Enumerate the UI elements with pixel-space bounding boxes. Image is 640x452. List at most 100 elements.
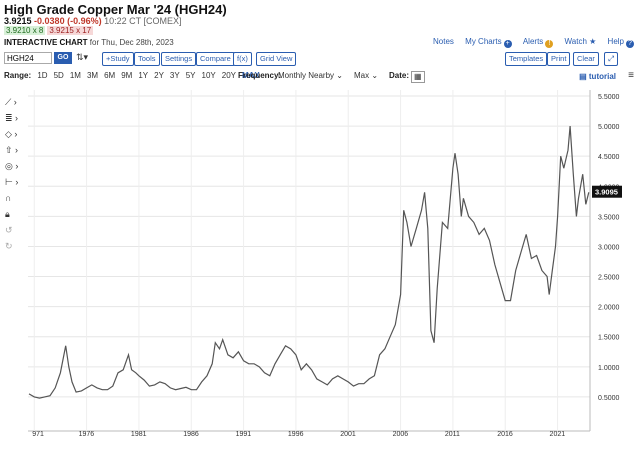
- templates-button[interactable]: Templates: [505, 52, 548, 66]
- range-option-2y[interactable]: 2Y: [154, 71, 164, 80]
- symbol-compare-icon[interactable]: ⇅▾: [76, 52, 89, 62]
- tutorial-link[interactable]: ▤ tutorial: [579, 72, 616, 81]
- y-tick-label: 3.0000: [598, 244, 620, 251]
- chevron-down-icon: ⌄: [371, 71, 379, 80]
- fx-button[interactable]: f(x): [233, 52, 252, 66]
- range-bar: Range: 1D 5D 1M 3M 6M 9M 1Y 2Y 3Y 5Y 10Y 20Y MAX Fre…: [4, 71, 564, 83]
- symbol-input[interactable]: [4, 52, 52, 64]
- price-change: -0.0380 (-0.96%): [34, 16, 102, 26]
- x-tick-label: 1976: [79, 431, 95, 438]
- x-tick-label: 2006: [393, 431, 409, 438]
- tools-button[interactable]: Tools: [134, 52, 160, 66]
- my-charts-link[interactable]: My Charts +: [465, 37, 512, 48]
- gear-tool-icon[interactable]: ◎ ›: [5, 161, 19, 171]
- help-label: Help: [607, 37, 624, 46]
- price-line: [28, 126, 590, 399]
- y-tick-label: 3.5000: [598, 214, 620, 221]
- range-label: Range:: [4, 71, 32, 80]
- y-tick-label: 1.0000: [598, 365, 620, 372]
- frequency-select[interactable]: Monthly Nearby ⌄: [278, 71, 343, 80]
- undo-icon[interactable]: ↺: [5, 225, 13, 235]
- range-option-3y[interactable]: 3Y: [169, 71, 180, 80]
- settings-button[interactable]: Settings: [161, 52, 197, 66]
- interactive-chart-label: INTERACTIVE CHART: [4, 38, 88, 47]
- shape-icon[interactable]: ◇ ›: [5, 129, 18, 139]
- x-tick-label: 1981: [131, 431, 147, 438]
- fibonacci-icon[interactable]: ≣ ›: [5, 113, 19, 123]
- compare-button[interactable]: Compare: [196, 52, 235, 66]
- bid-value: 3.9210 x 8: [4, 26, 46, 35]
- last-price-badge: 3.9095: [592, 185, 622, 198]
- x-tick-label: 1996: [288, 431, 304, 438]
- range-option-1d[interactable]: 1D: [37, 71, 48, 80]
- range-option-10y[interactable]: 10Y: [201, 71, 216, 80]
- last-price: 3.9215: [4, 16, 32, 26]
- magnet-icon[interactable]: ∩: [5, 193, 12, 203]
- line-tool-icon[interactable]: ⟋ ›: [5, 97, 17, 107]
- x-tick-label: 2011: [445, 431, 460, 438]
- range-option-6m[interactable]: 6M: [104, 71, 116, 80]
- bid-ask: 3.9210 x 8 3.9215 x 17: [4, 26, 94, 37]
- range-option-max[interactable]: MAX: [241, 71, 260, 80]
- calendar-icon[interactable]: ▦: [411, 71, 425, 83]
- alert-icon: !: [545, 40, 554, 48]
- clear-button[interactable]: Clear: [573, 52, 599, 66]
- x-tick-label: 2021: [550, 431, 566, 438]
- tutorial-label: tutorial: [588, 72, 616, 81]
- y-tick-label: 2.5000: [598, 275, 620, 282]
- star-icon: ★: [589, 37, 597, 46]
- range-option-3m[interactable]: 3M: [86, 71, 99, 80]
- chevron-down-icon: ⌄: [336, 71, 343, 80]
- period-select[interactable]: Max ⌄: [354, 71, 378, 80]
- period-value: Max: [354, 71, 370, 80]
- x-tick-label: 2001: [340, 431, 356, 438]
- quote-time: 10:22 CT [COMEX]: [104, 16, 182, 26]
- ask-value: 3.9215 x 17: [47, 26, 94, 35]
- range-option-9m[interactable]: 9M: [121, 71, 133, 80]
- x-tick-label: 2016: [497, 431, 513, 438]
- redo-icon[interactable]: ↻: [5, 241, 13, 251]
- plus-icon: +: [503, 40, 512, 48]
- range-option-5d[interactable]: 5D: [53, 71, 64, 80]
- study-button[interactable]: +Study: [102, 52, 134, 66]
- last-price-badge-label: 3.9095: [595, 188, 618, 197]
- chart-label: INTERACTIVE CHART for Thu, Dec 28th, 202…: [4, 38, 174, 47]
- date-label: Date:: [389, 71, 410, 80]
- range-option-1y[interactable]: 1Y: [138, 71, 149, 80]
- y-tick-label: 1.5000: [598, 335, 620, 342]
- range-option-1m[interactable]: 1M: [69, 71, 81, 80]
- x-tick-label: 1991: [236, 431, 252, 438]
- help-link[interactable]: Help?: [607, 37, 634, 48]
- quote-line: 3.9215 -0.0380 (-0.96%) 10:22 CT [COMEX]: [4, 16, 181, 26]
- notes-link[interactable]: Notes: [433, 37, 454, 46]
- page-title: High Grade Copper Mar '24 (HGH24): [4, 2, 227, 17]
- x-tick-label: 1986: [183, 431, 199, 438]
- measure-icon[interactable]: ⊢ ›: [5, 177, 19, 187]
- menu-icon[interactable]: ≡: [628, 70, 634, 81]
- range-option-5y[interactable]: 5Y: [185, 71, 196, 80]
- range-options: 1D 5D 1M 3M 6M 9M 1Y 2Y 3Y 5Y 10Y 20Y MAX: [37, 71, 265, 80]
- y-tick-label: 5.5000: [598, 94, 620, 101]
- x-axis: 971 1976 1981 1986 1991 1996 2001 2006 2011 2016 2…: [32, 431, 565, 438]
- y-axis: 5.50005.00004.50004.00003.50003.00002.50…: [598, 94, 620, 402]
- print-button[interactable]: Print: [547, 52, 571, 66]
- alerts-link[interactable]: Alerts!: [522, 37, 554, 48]
- y-tick-label: 5.0000: [598, 124, 620, 131]
- frequency-value: Monthly Nearby: [278, 71, 335, 80]
- chart-date: for Thu, Dec 28th, 2023: [89, 38, 174, 47]
- top-links: Notes My Charts + Alerts! Watch ★ Help?: [424, 37, 634, 48]
- expand-icon[interactable]: ⤢: [604, 52, 618, 66]
- lock-icon[interactable]: 🔒︎: [5, 209, 10, 219]
- grid-view-button[interactable]: Grid View: [256, 52, 297, 66]
- go-button[interactable]: GO: [54, 52, 72, 64]
- my-charts-label: My Charts: [465, 37, 502, 46]
- help-icon: ?: [626, 40, 634, 48]
- arrow-icon[interactable]: ⇧ ›: [5, 145, 19, 155]
- frequency-label: Frequency:: [238, 71, 282, 80]
- last-price-badge-bg: [592, 185, 622, 198]
- x-tick-label: 971: [32, 431, 44, 438]
- watch-link[interactable]: Watch ★: [565, 37, 597, 46]
- alerts-label: Alerts: [522, 37, 544, 46]
- range-option-20y[interactable]: 20Y: [221, 71, 236, 80]
